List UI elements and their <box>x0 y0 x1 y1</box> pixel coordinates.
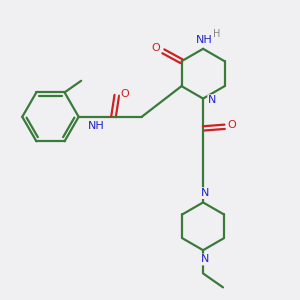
Text: O: O <box>121 88 130 99</box>
Text: NH: NH <box>196 34 213 44</box>
Text: O: O <box>152 43 160 53</box>
Text: NH: NH <box>88 121 104 131</box>
Text: H: H <box>213 29 221 39</box>
Text: N: N <box>201 188 209 198</box>
Text: N: N <box>201 254 209 265</box>
Text: N: N <box>208 95 217 105</box>
Text: O: O <box>228 120 236 130</box>
